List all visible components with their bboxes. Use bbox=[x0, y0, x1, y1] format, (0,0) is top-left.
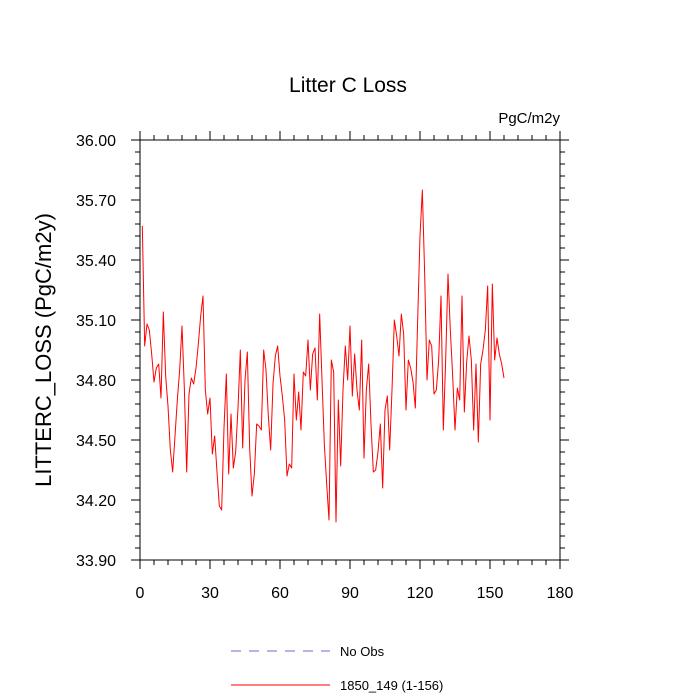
chart-title: Litter C Loss bbox=[289, 74, 407, 97]
legend: No Obs 1850_149 (1-156) bbox=[231, 644, 443, 693]
y-tick-label: 35.40 bbox=[76, 253, 116, 270]
y-tick-label: 36.00 bbox=[76, 133, 116, 150]
x-tick-label: 150 bbox=[477, 585, 504, 602]
y-axis-label: LITTERC_LOSS (PgC/m2y) bbox=[31, 213, 56, 487]
y-tick-label: 34.80 bbox=[76, 373, 116, 390]
x-tick-label: 30 bbox=[201, 585, 219, 602]
axis-ticks bbox=[131, 131, 569, 569]
x-tick-label: 120 bbox=[407, 585, 434, 602]
plot-frame bbox=[139, 139, 561, 561]
y-tick-label: 34.20 bbox=[76, 493, 116, 510]
x-tick-label: 90 bbox=[341, 585, 359, 602]
axis-tick-labels: 0 30 60 90 120 150 180 33.90 34.20 34.50 34.80 35.1… bbox=[76, 133, 573, 602]
series-line bbox=[141, 189, 505, 523]
x-tick-label: 180 bbox=[547, 585, 574, 602]
x-tick-label: 60 bbox=[271, 585, 289, 602]
y-tick-label: 35.70 bbox=[76, 193, 116, 210]
y-tick-label: 35.10 bbox=[76, 313, 116, 330]
x-tick-label: 0 bbox=[136, 585, 145, 602]
y-tick-label: 34.50 bbox=[76, 433, 116, 450]
legend-label: 1850_149 (1-156) bbox=[340, 678, 443, 693]
series-group bbox=[141, 189, 505, 523]
y-tick-label: 33.90 bbox=[76, 553, 116, 570]
units-label: PgC/m2y bbox=[498, 110, 560, 127]
legend-label: No Obs bbox=[340, 644, 385, 659]
